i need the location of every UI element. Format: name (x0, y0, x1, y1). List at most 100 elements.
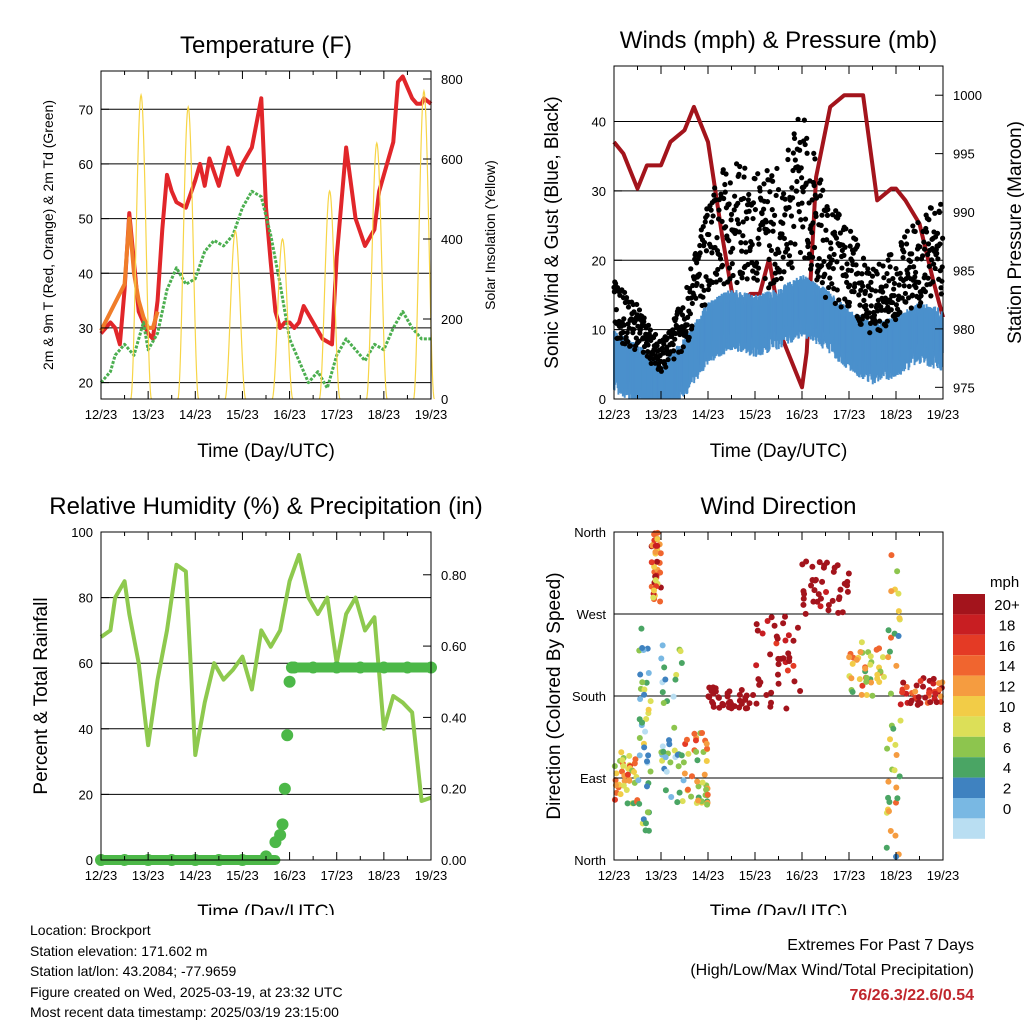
gust-point (860, 255, 867, 261)
y2-axis-label: Solar Insolation (Yellow) (482, 160, 498, 310)
gust-point (868, 279, 874, 285)
direction-point (930, 675, 937, 682)
direction-point (626, 777, 633, 784)
gust-point (907, 258, 914, 265)
legend-swatch (953, 736, 985, 758)
legend-swatch (953, 696, 985, 717)
direction-point (829, 597, 836, 604)
gust-point (668, 333, 675, 339)
direction-point (684, 786, 691, 793)
direction-point (726, 688, 733, 695)
gust-point (708, 219, 715, 225)
gust-point (897, 270, 903, 276)
gust-point (818, 222, 824, 228)
gust-point (802, 141, 808, 148)
legend-label: 2 (1003, 781, 1011, 798)
gust-point (903, 241, 910, 247)
direction-point (891, 767, 898, 774)
chart-title: Relative Humidity (%) & Precipitation (i… (49, 493, 482, 520)
direction-point (703, 740, 710, 747)
gust-point (636, 307, 643, 313)
gust-point (641, 315, 647, 321)
gust-point (853, 236, 859, 242)
gust-point (743, 249, 749, 255)
gust-point (811, 244, 818, 251)
direction-point (867, 653, 874, 660)
gust-point (628, 316, 634, 322)
x-tick-label: 14/23 (692, 407, 725, 422)
insolation-spike (130, 92, 153, 400)
gust-point (917, 244, 923, 250)
gust-point (912, 274, 918, 280)
gust-point (855, 242, 861, 248)
gust-point (920, 253, 926, 259)
x-tick-label: 12/23 (85, 868, 118, 883)
direction-point (791, 678, 798, 685)
direction-point (926, 689, 933, 696)
direction-point (831, 564, 838, 571)
gust-point (709, 250, 715, 256)
y2-tick-label: 975 (953, 380, 975, 395)
direction-point (710, 703, 717, 710)
gust-point (876, 318, 883, 324)
gust-point (689, 300, 695, 307)
gust-point (800, 189, 806, 195)
gust-point (866, 270, 872, 276)
direction-point (659, 642, 666, 649)
direction-point (823, 559, 830, 566)
direction-point (648, 559, 655, 566)
legend-swatch (953, 818, 985, 839)
gust-point (922, 272, 928, 278)
x-tick-label: 16/23 (786, 868, 819, 883)
direction-point (932, 690, 939, 697)
gust-point (937, 241, 943, 247)
direction-point (650, 594, 657, 601)
y2-tick-label: 0.80 (441, 568, 466, 583)
direction-point (895, 632, 902, 639)
gust-point (824, 237, 830, 243)
gust-point (648, 360, 654, 366)
gust-point (778, 275, 784, 282)
gust-point (670, 348, 677, 354)
x-tick-label: 15/23 (226, 868, 259, 883)
gust-point (736, 171, 742, 177)
direction-point (858, 639, 865, 646)
gust-point (738, 240, 744, 246)
gust-point (790, 195, 796, 201)
chart-title: Temperature (F) (180, 32, 352, 59)
y2-axis-label: Station Pressure (Maroon) (1005, 121, 1024, 344)
direction-point (856, 676, 863, 683)
chart-panel-4: Wind Direction Time (Day/UTC) Direction (C… (544, 493, 1020, 915)
direction-point (635, 777, 642, 784)
y-tick-label: 60 (79, 157, 93, 172)
gust-point (728, 217, 734, 223)
direction-point (893, 784, 900, 791)
gust-point (891, 280, 898, 287)
y-tick-label: 10 (592, 323, 606, 338)
y2-tick-label: 0.40 (441, 710, 466, 725)
direction-point (705, 693, 712, 700)
direction-point (688, 793, 695, 800)
direction-point (782, 613, 789, 620)
gust-point (623, 334, 629, 340)
gust-point (893, 302, 899, 308)
direction-point (823, 589, 830, 596)
gust-point (819, 280, 825, 286)
y-tick-label: 50 (79, 212, 93, 227)
y2-tick-label: 0 (441, 392, 448, 407)
gust-point (808, 262, 815, 268)
direction-point (867, 661, 874, 668)
x-tick-label: 14/23 (179, 407, 212, 422)
gust-point (796, 209, 802, 215)
direction-point (611, 796, 618, 803)
direction-point (694, 778, 701, 785)
gust-point (899, 295, 905, 301)
gust-point (769, 207, 775, 213)
direction-point (937, 698, 944, 705)
gust-point (795, 116, 801, 122)
y-tick-label: 20 (79, 787, 93, 802)
x-tick-label: 15/23 (739, 868, 772, 883)
direction-point (900, 679, 907, 686)
gust-point (799, 200, 805, 206)
y-tick-label: 40 (592, 115, 606, 130)
